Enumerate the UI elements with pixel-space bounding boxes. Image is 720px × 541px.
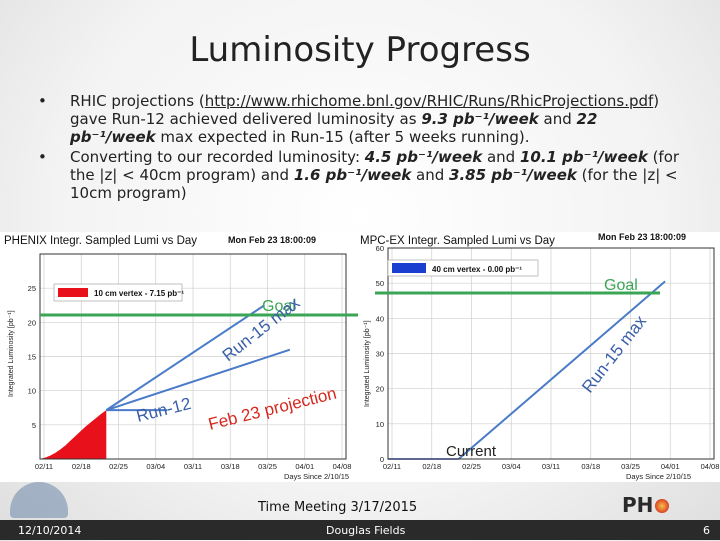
rhic-projections-link[interactable]: http://www.rhichome.bnl.gov/RHIC/Runs/Rh…	[204, 92, 654, 110]
x-tick-label: 04/08	[333, 462, 352, 471]
footer-date: 12/10/2014	[18, 524, 82, 537]
x-tick-label: 03/25	[258, 462, 277, 471]
x-tick-label: 02/18	[422, 462, 441, 471]
legend-label: 40 cm vertex - 0.00 pb⁻¹	[432, 265, 522, 274]
plot-frame	[387, 247, 715, 460]
y-axis-label: Integrated Luminosity [pb⁻¹]	[8, 310, 15, 397]
x-tick-label: 03/18	[221, 462, 240, 471]
bullet-rhic-projections: RHIC projections (http://www.rhichome.bn…	[28, 92, 688, 146]
y-tick-label: 10	[28, 387, 36, 396]
footer-author: Douglas Fields	[326, 524, 406, 537]
phenix-logo: PHENIX	[622, 493, 676, 541]
x-tick-label: 03/18	[581, 462, 600, 471]
x-tick-label: 02/11	[383, 462, 401, 471]
y-tick-label: 15	[28, 353, 36, 362]
x-tick-label: 03/25	[621, 462, 640, 471]
legend-label: 10 cm vertex - 7.15 pb⁻¹	[94, 289, 184, 298]
x-tick-label: 03/04	[502, 462, 521, 471]
y-tick-label: 50	[376, 279, 384, 288]
y-tick-label: 25	[28, 284, 36, 293]
x-tick-label: 02/25	[109, 462, 128, 471]
x-tick-label: 03/11	[184, 462, 202, 471]
mpcex-lumi-chart: MPC-EX Integr. Sampled Lumi vs Day Mon F…	[358, 232, 720, 482]
x-axis-label: Days Since 2/10/15	[284, 472, 349, 481]
x-tick-label: 03/11	[542, 462, 560, 471]
y-tick-label: 20	[376, 385, 384, 394]
plot-frame	[39, 253, 347, 460]
footer-meeting: Time Meeting 3/17/2015	[258, 500, 418, 515]
x-tick-label: 02/18	[72, 462, 91, 471]
y-axis-label: Integrated Luminosity [pb⁻¹]	[364, 320, 371, 407]
bullet-list: RHIC projections (http://www.rhichome.bn…	[28, 92, 688, 204]
chart-background	[0, 232, 358, 482]
x-tick-label: 02/25	[462, 462, 481, 471]
phenix-lumi-chart: PHENIX Integr. Sampled Lumi vs Day Mon F…	[0, 232, 358, 482]
y-tick-label: 10	[376, 420, 384, 429]
footer-page-number: 6	[703, 524, 710, 537]
y-tick-label: 0	[380, 455, 384, 464]
chart-timestamp: Mon Feb 23 18:00:09	[228, 235, 316, 245]
feb23-projection-line	[105, 348, 291, 412]
x-tick-label: 04/01	[295, 462, 314, 471]
legend-swatch	[58, 288, 88, 297]
run15-max-projection-line	[105, 304, 265, 411]
x-tick-label: 04/08	[701, 462, 720, 471]
chart-timestamp: Mon Feb 23 18:00:09	[598, 232, 686, 242]
footer-bar	[0, 520, 720, 540]
chart-title: PHENIX Integr. Sampled Lumi vs Day	[4, 235, 197, 247]
legend-swatch	[392, 263, 426, 273]
y-tick-label: 60	[376, 244, 384, 253]
bullet-recorded-luminosity: Converting to our recorded luminosity: 4…	[28, 148, 688, 202]
slide-title: Luminosity Progress	[189, 30, 531, 70]
bnl-logo	[10, 482, 68, 518]
x-tick-label: 04/01	[661, 462, 680, 471]
sampled-lumi-area	[40, 410, 107, 459]
chart-title: MPC-EX Integr. Sampled Lumi vs Day	[360, 235, 555, 247]
x-tick-label: 02/11	[35, 462, 53, 471]
y-tick-label: 20	[28, 318, 36, 327]
x-tick-label: 03/04	[146, 462, 165, 471]
x-axis-label: Days Since 2/10/15	[626, 472, 691, 481]
run15-max-projection-line	[457, 280, 666, 460]
y-tick-label: 40	[376, 314, 384, 323]
phenix-logo-mark	[655, 499, 670, 513]
y-tick-label: 5	[32, 421, 36, 430]
y-tick-label: 30	[376, 350, 384, 359]
